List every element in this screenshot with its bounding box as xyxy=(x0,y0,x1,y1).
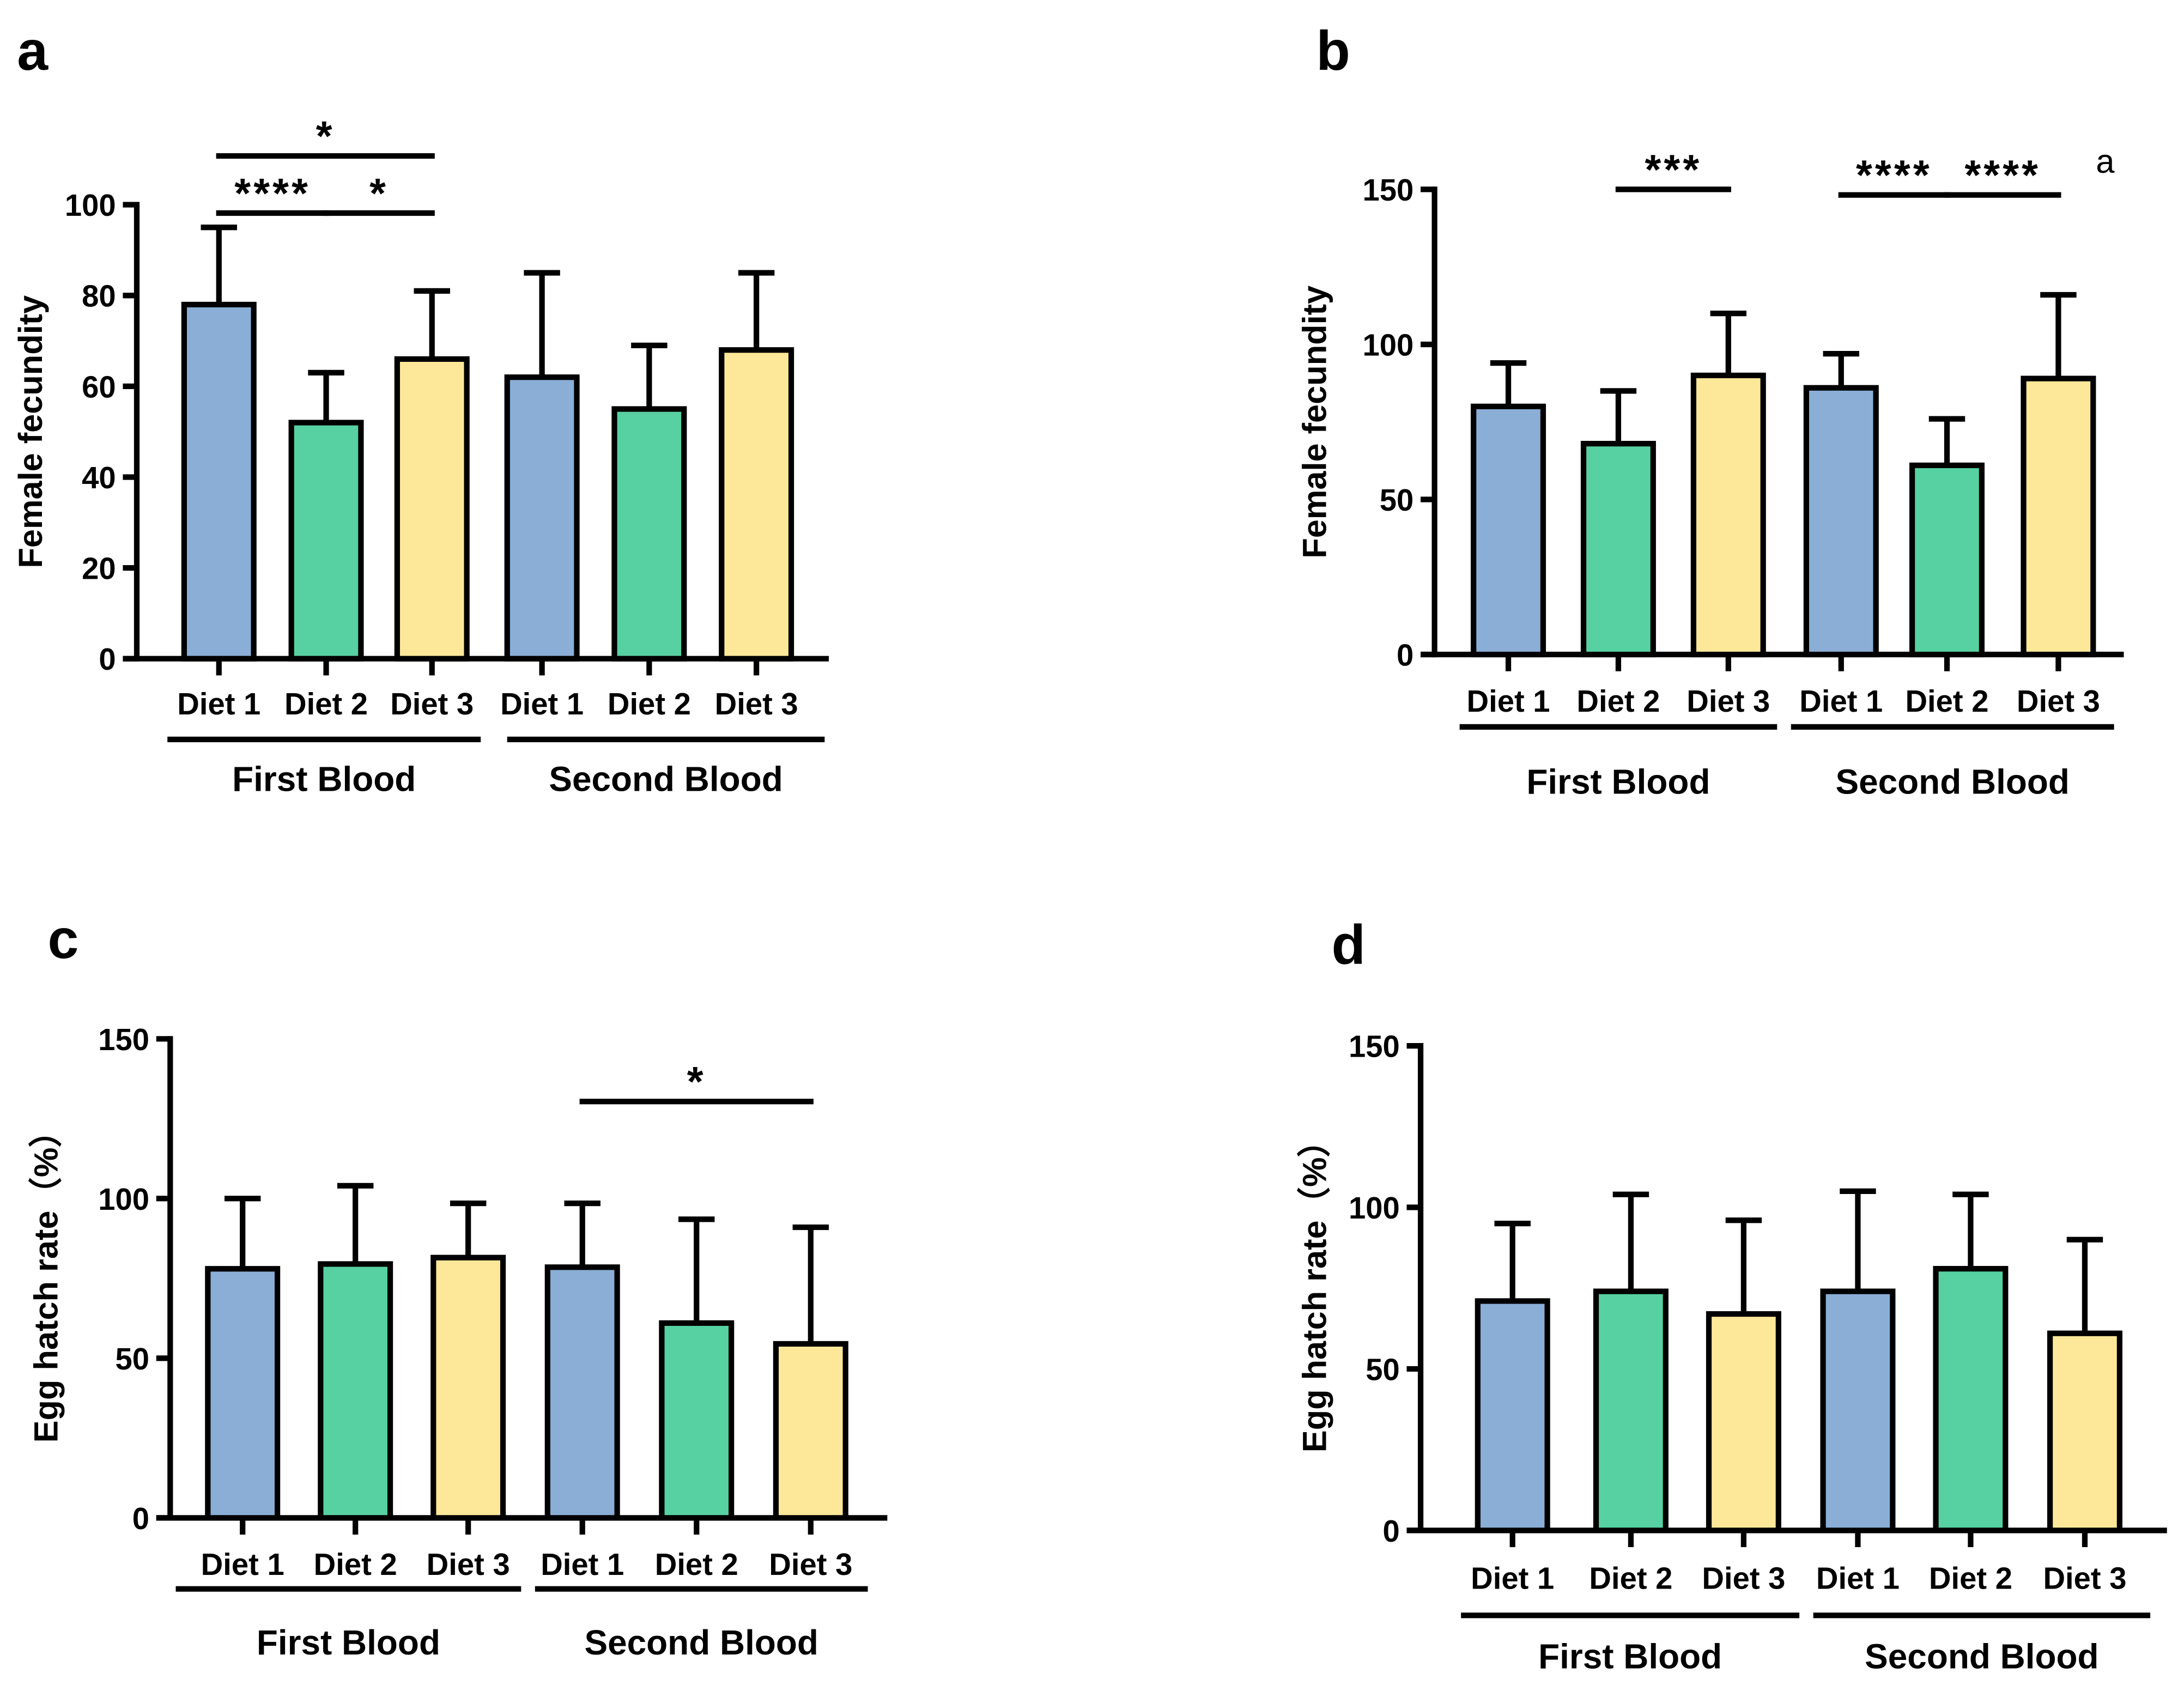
x-tick-label: Diet 3 xyxy=(1686,684,1770,718)
bar-second-blood-diet-2 xyxy=(611,406,687,662)
bar-second-blood-diet-3 xyxy=(719,347,794,662)
bar-first-blood-diet-3 xyxy=(1706,1311,1781,1534)
bar-first-blood-diet-1 xyxy=(1475,1298,1550,1534)
significance-label: * xyxy=(316,113,335,160)
y-tick-label: 0 xyxy=(132,1501,149,1536)
group-label: First Blood xyxy=(232,759,416,798)
group-label: First Blood xyxy=(257,1623,440,1662)
group-label: Second Blood xyxy=(549,759,782,798)
y-tick-label: 100 xyxy=(65,188,116,222)
y-tick-label: 50 xyxy=(1380,483,1414,517)
bar-first-blood-diet-1 xyxy=(181,301,257,662)
bar-first-blood-diet-2 xyxy=(1580,440,1656,658)
significance-label: **** xyxy=(1964,153,2041,199)
significance-label: * xyxy=(369,171,389,217)
x-tick-label: Diet 1 xyxy=(201,1547,284,1581)
bar-first-blood-diet-1 xyxy=(1471,403,1546,658)
x-tick-label: Diet 2 xyxy=(655,1547,738,1581)
x-tick-label: Diet 3 xyxy=(2017,684,2100,718)
x-tick-label: Diet 2 xyxy=(284,687,368,721)
x-tick-label: Diet 3 xyxy=(769,1547,852,1581)
x-tick-label: Diet 2 xyxy=(1929,1561,2012,1596)
y-tick-label: 50 xyxy=(115,1342,149,1376)
bar-second-blood-diet-2 xyxy=(659,1320,735,1521)
x-tick-label: Diet 3 xyxy=(427,1547,510,1581)
bar-second-blood-diet-1 xyxy=(544,1264,620,1521)
bar-second-blood-diet-1 xyxy=(1820,1288,1896,1534)
y-axis-label: Female fecundity xyxy=(1295,286,1333,559)
y-axis-label: Egg hatch rate（%） xyxy=(27,1114,64,1442)
y-tick-label: 150 xyxy=(1363,173,1414,207)
y-tick-label: 100 xyxy=(1349,1191,1400,1225)
x-tick-label: Diet 2 xyxy=(1589,1561,1672,1596)
bar-first-blood-diet-2 xyxy=(318,1261,393,1521)
x-tick-label: Diet 1 xyxy=(541,1547,624,1581)
significance-label: * xyxy=(687,1059,706,1105)
y-axis-label: Egg hatch rate（%） xyxy=(1295,1124,1333,1452)
y-tick-label: 150 xyxy=(1349,1029,1400,1064)
significance-label: *** xyxy=(1645,147,1702,193)
y-tick-label: 20 xyxy=(82,551,116,586)
y-tick-label: 80 xyxy=(82,279,116,313)
x-tick-label: Diet 1 xyxy=(1816,1561,1900,1596)
group-label: First Blood xyxy=(1538,1636,1722,1676)
panel-letter: a xyxy=(17,19,48,82)
y-tick-label: 0 xyxy=(99,642,116,676)
y-tick-label: 0 xyxy=(1397,638,1413,672)
x-tick-label: Diet 3 xyxy=(1702,1561,1785,1596)
x-tick-label: Diet 1 xyxy=(1799,684,1883,718)
panel-letter: c xyxy=(47,907,78,970)
bar-second-blood-diet-1 xyxy=(1803,385,1879,658)
x-tick-label: Diet 1 xyxy=(177,687,260,721)
x-tick-label: Diet 2 xyxy=(314,1547,397,1581)
y-tick-label: 40 xyxy=(82,460,116,495)
group-label: Second Blood xyxy=(585,1623,818,1662)
x-tick-label: Diet 3 xyxy=(715,687,798,721)
annotation-letter: a xyxy=(2096,142,2115,180)
bar-first-blood-diet-3 xyxy=(1690,372,1766,658)
significance-label: **** xyxy=(1856,153,1932,199)
panel-letter: b xyxy=(1316,19,1350,82)
y-tick-label: 100 xyxy=(1363,328,1414,362)
bar-second-blood-diet-2 xyxy=(1933,1266,2009,1534)
x-tick-label: Diet 3 xyxy=(390,687,474,721)
y-tick-label: 50 xyxy=(1366,1352,1400,1386)
bar-first-blood-diet-3 xyxy=(394,356,470,662)
x-tick-label: Diet 2 xyxy=(1576,684,1660,718)
x-tick-label: Diet 1 xyxy=(1467,684,1550,718)
group-label: Second Blood xyxy=(1836,762,2070,802)
bar-first-blood-diet-2 xyxy=(1593,1288,1669,1534)
bar-second-blood-diet-2 xyxy=(1909,462,1985,658)
bar-second-blood-diet-3 xyxy=(773,1341,848,1521)
x-tick-label: Diet 2 xyxy=(1905,684,1988,718)
panel-letter: d xyxy=(1332,913,1366,975)
y-tick-label: 0 xyxy=(1382,1514,1399,1548)
y-tick-label: 60 xyxy=(82,369,116,404)
bar-second-blood-diet-1 xyxy=(504,374,580,662)
y-axis-label: Female fecundity xyxy=(11,295,49,568)
x-tick-label: Diet 3 xyxy=(2043,1561,2126,1596)
x-tick-label: Diet 1 xyxy=(1471,1561,1554,1596)
bar-second-blood-diet-3 xyxy=(2021,375,2096,658)
bar-second-blood-diet-3 xyxy=(2047,1330,2122,1534)
x-tick-label: Diet 1 xyxy=(500,687,584,721)
group-label: First Blood xyxy=(1526,762,1710,802)
x-tick-label: Diet 2 xyxy=(608,687,691,721)
y-tick-label: 150 xyxy=(98,1022,149,1057)
bar-first-blood-diet-3 xyxy=(430,1254,506,1521)
bar-first-blood-diet-1 xyxy=(205,1266,281,1521)
bar-first-blood-diet-2 xyxy=(288,420,364,662)
significance-label: **** xyxy=(234,171,311,217)
y-tick-label: 100 xyxy=(98,1182,149,1216)
group-label: Second Blood xyxy=(1865,1636,2098,1676)
